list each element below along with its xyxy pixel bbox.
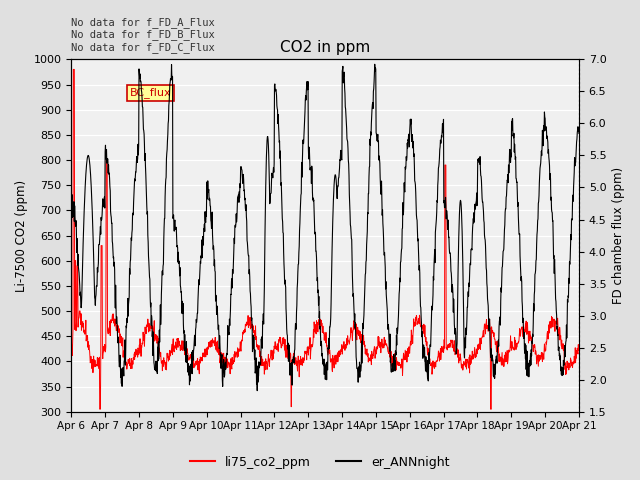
Y-axis label: FD chamber flux (ppm): FD chamber flux (ppm) bbox=[612, 167, 625, 304]
Y-axis label: Li-7500 CO2 (ppm): Li-7500 CO2 (ppm) bbox=[15, 180, 28, 291]
Text: No data for f_FD_A_Flux
No data for f_FD_B_Flux
No data for f_FD_C_Flux: No data for f_FD_A_Flux No data for f_FD… bbox=[71, 17, 215, 53]
Text: BC_flux: BC_flux bbox=[130, 87, 172, 98]
Title: CO2 in ppm: CO2 in ppm bbox=[280, 40, 371, 55]
Legend: li75_co2_ppm, er_ANNnight: li75_co2_ppm, er_ANNnight bbox=[186, 451, 454, 474]
